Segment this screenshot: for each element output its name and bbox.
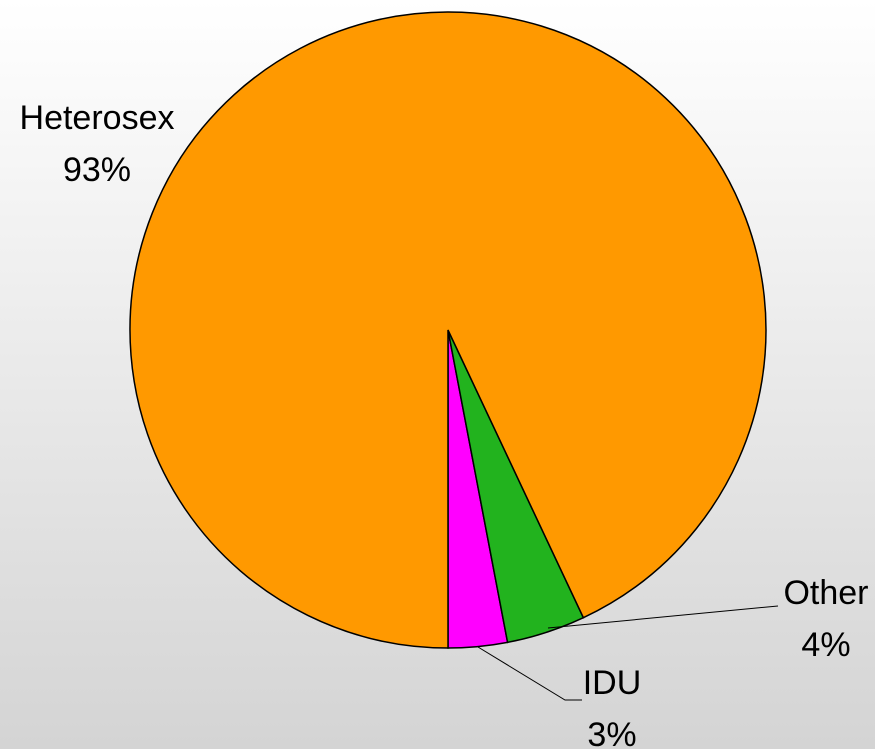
slice-value: 3% — [587, 716, 636, 749]
slice-label: IDU — [583, 664, 642, 702]
slice-label: Other — [783, 574, 868, 612]
slice-label: Heterosex — [20, 99, 175, 137]
slice-value: 93% — [63, 151, 131, 189]
slice-value: 4% — [801, 626, 850, 664]
leader-line — [547, 605, 779, 629]
pie-slice — [129, 11, 767, 649]
leader-line — [477, 646, 582, 701]
